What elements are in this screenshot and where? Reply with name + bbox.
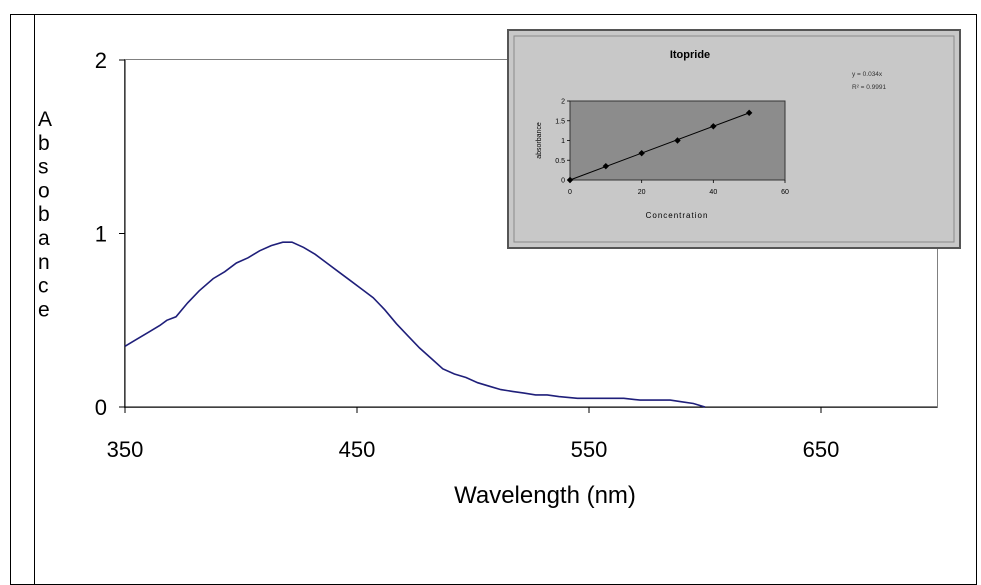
x-tick-label: 450 — [339, 437, 376, 462]
inset-data-point — [638, 149, 645, 157]
inset-data-point — [710, 123, 717, 130]
inset-x-axis-label: Concentration — [646, 211, 709, 220]
x-tick-label: 650 — [803, 437, 840, 462]
inset-r-squared: R² = 0.9991 — [852, 84, 887, 91]
y-tick-label: 1 — [95, 222, 107, 247]
y-tick-label: 2 — [95, 48, 107, 73]
y-tick-label: 0 — [95, 395, 107, 420]
inset-y-tick-label: 0.5 — [555, 158, 565, 165]
inset-ticks: 00.511.520 20 40 60 — [555, 99, 789, 197]
inset-x-tick-label: 40 — [709, 189, 717, 196]
inset-y-tick-label: 1 — [561, 138, 565, 145]
inset-chart: Itopride 00.511.520 20 40 60 absorbance Con… — [507, 29, 961, 249]
x-tick-label: 550 — [571, 437, 608, 462]
x-tick-label: 350 — [107, 437, 144, 462]
inset-inner-border — [513, 35, 955, 243]
inset-trendline — [569, 112, 750, 181]
inset-y-tick-label: 2 — [561, 99, 565, 106]
inset-x-tick-label: 0 — [568, 189, 572, 196]
absorbance-spectrum-line — [124, 241, 706, 408]
inset-y-tick-label: 1.5 — [555, 118, 565, 125]
main-axes — [119, 59, 937, 413]
inset-points — [566, 109, 753, 184]
inset-x-tick-label: 60 — [781, 189, 789, 196]
inset-equation: y = 0.034x — [852, 71, 883, 78]
main-tick-labels: 0 1 2 350 450 550 650 — [95, 48, 840, 462]
inset-y-tick-label: 0 — [561, 178, 565, 185]
inset-data-point — [566, 176, 574, 184]
x-axis-label: Wavelength (nm) — [454, 482, 636, 509]
inset-data-point — [602, 162, 610, 170]
inset-y-axis-label: absorbance — [536, 122, 543, 159]
inset-title: Itopride — [670, 49, 710, 61]
inset-x-tick-label: 20 — [638, 189, 646, 196]
inset-data-point — [745, 109, 753, 117]
inset-data-point — [674, 137, 681, 144]
